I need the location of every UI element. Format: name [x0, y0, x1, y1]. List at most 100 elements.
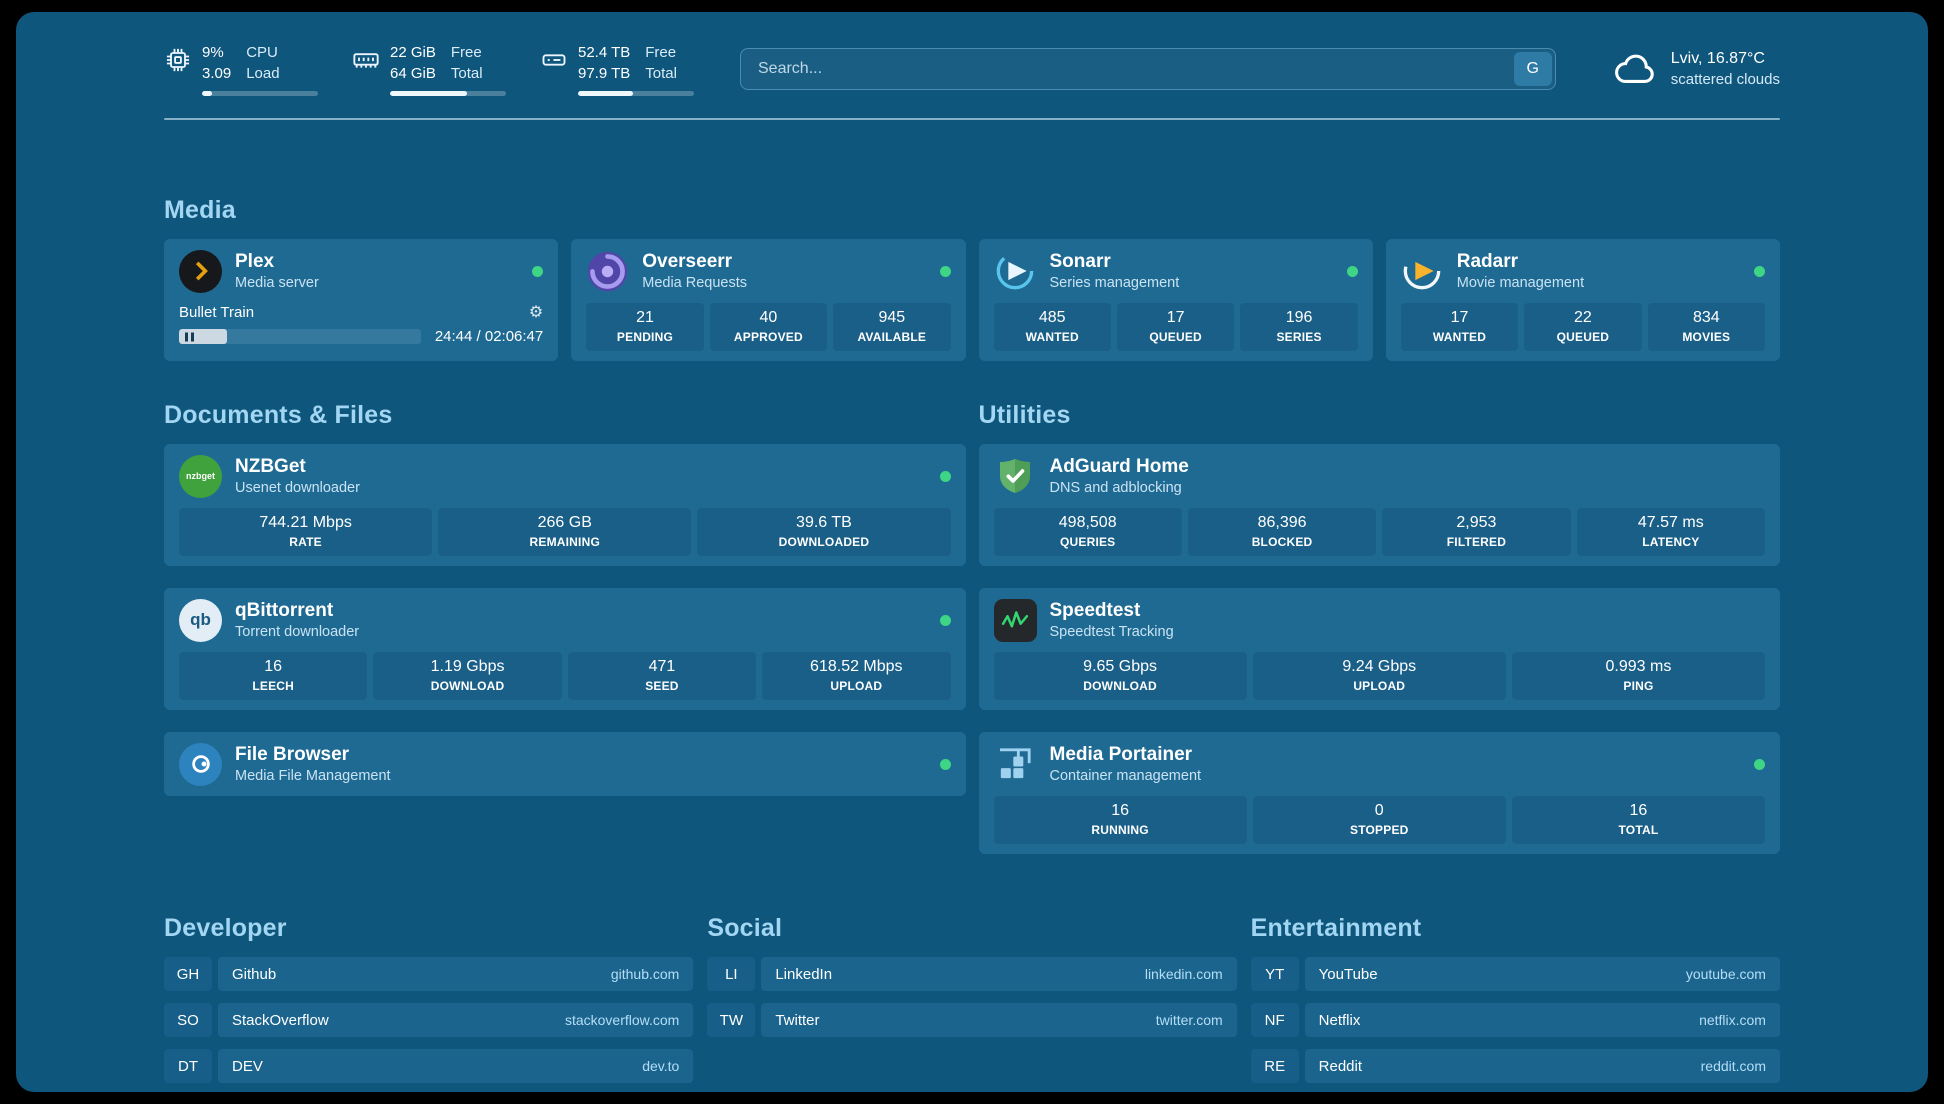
app-card-qbittorrent[interactable]: qb qBittorrent Torrent downloader 16: [164, 588, 966, 710]
stat-tile: 471 SEED: [567, 652, 757, 700]
memory-free: 22 GiB: [390, 44, 436, 61]
section-title-developer: Developer: [164, 914, 287, 942]
dashboard: 9% 3.09 CPU Load: [16, 12, 1928, 1092]
section-documents: Documents & Files nzbget NZBGet Usenet d…: [164, 401, 966, 796]
adguard-titles: AdGuard Home DNS and adblocking: [1050, 456, 1189, 497]
app-name: Sonarr: [1049, 250, 1111, 272]
bookmark-name: Netflix: [1318, 1011, 1361, 1029]
now-playing-row: Bullet Train ⚙: [179, 304, 543, 321]
app-subtitle: Movie management: [1456, 275, 1585, 292]
bookmark-github[interactable]: GH Github github.com: [164, 957, 694, 991]
app-card-radarr[interactable]: Radarr Movie management 17 WANTED 22 QUE…: [1385, 239, 1780, 361]
status-dot: [1754, 758, 1765, 770]
gear-icon[interactable]: ⚙: [528, 303, 544, 321]
status-dot: [939, 470, 951, 482]
sonarr-titles: Sonarr Series management: [1050, 251, 1180, 292]
bookmark-name: LinkedIn: [775, 965, 833, 983]
bookmark-abbr: YT: [1250, 957, 1299, 991]
app-card-speedtest[interactable]: Speedtest Speedtest Tracking 9.65 Gbps D…: [978, 588, 1780, 710]
qbittorrent-titles: qBittorrent Torrent downloader: [235, 600, 359, 641]
storage-icon: [542, 54, 566, 66]
bookmark-url: github.com: [610, 966, 680, 982]
stat-tile: 0.993 ms PING: [1511, 652, 1766, 700]
memory-progress-bar: [390, 91, 506, 96]
app-card-plex[interactable]: Plex Media server Bullet Train ⚙: [164, 239, 559, 361]
bookmark-linkedin[interactable]: LI LinkedIn linkedin.com: [707, 957, 1237, 991]
app-subtitle: Series management: [1049, 275, 1180, 292]
bookmark-abbr: NF: [1250, 1003, 1299, 1037]
stat-tile: 16 TOTAL: [1511, 796, 1766, 844]
app-card-nzbget[interactable]: nzbget NZBGet Usenet downloader 744.21 M…: [164, 444, 966, 566]
search-provider-button[interactable]: G: [1513, 52, 1552, 86]
bookmark-twitter[interactable]: TW Twitter twitter.com: [707, 1003, 1237, 1037]
section-media: Media Plex Media server: [164, 196, 1780, 361]
bookmark-name: Reddit: [1318, 1057, 1363, 1075]
storage-metric: 52.4 TB 97.9 TB Free Total: [540, 42, 694, 96]
app-card-portainer[interactable]: Media Portainer Container management 16 …: [978, 732, 1780, 854]
storage-free: 52.4 TB: [578, 44, 631, 61]
bookmark-url: twitter.com: [1155, 1012, 1223, 1028]
memory-metric: 22 GiB 64 GiB Free Total: [352, 42, 506, 96]
weather-condition: scattered clouds: [1670, 71, 1780, 88]
status-dot: [1754, 265, 1765, 277]
qbittorrent-icon: qb: [179, 598, 222, 642]
playback-progress-track[interactable]: [179, 329, 421, 344]
cpu-metric: 9% 3.09 CPU Load: [164, 42, 318, 96]
stat-tile: 834 MOVIES: [1647, 303, 1766, 351]
bookmark-netflix[interactable]: NF Netflix netflix.com: [1250, 1003, 1780, 1037]
bookmark-dev[interactable]: DT DEV dev.to: [164, 1049, 694, 1083]
filebrowser-titles: File Browser Media File Management: [235, 744, 391, 785]
memory-total: 64 GiB: [390, 65, 436, 82]
storage-total: 97.9 TB: [578, 65, 631, 82]
radarr-icon: [1401, 250, 1444, 293]
app-card-overseerr[interactable]: Overseerr Media Requests 21 PENDING 40 A…: [571, 239, 966, 361]
app-name: Media Portainer: [1049, 743, 1193, 765]
bookmark-stackoverflow[interactable]: SO StackOverflow stackoverflow.com: [164, 1003, 694, 1037]
section-title-entertainment: Entertainment: [1250, 914, 1422, 942]
bookmark-name: DEV: [232, 1057, 263, 1075]
app-name: AdGuard Home: [1049, 455, 1189, 477]
bookmark-url: youtube.com: [1685, 966, 1766, 982]
app-subtitle: Media File Management: [235, 768, 391, 785]
app-subtitle: Usenet downloader: [235, 480, 360, 497]
app-subtitle: Container management: [1049, 768, 1202, 785]
bookmark-reddit[interactable]: RE Reddit reddit.com: [1250, 1049, 1780, 1083]
memory-values: 22 GiB 64 GiB: [390, 42, 436, 84]
speedtest-titles: Speedtest Speedtest Tracking: [1050, 600, 1174, 641]
section-title-documents: Documents & Files: [164, 401, 393, 429]
portainer-titles: Media Portainer Container management: [1050, 744, 1202, 785]
weather-widget: Lviv, 16.87°C scattered clouds: [1612, 46, 1780, 92]
app-name: Plex: [235, 250, 275, 272]
stat-tile: 47.57 ms LATENCY: [1576, 508, 1765, 556]
section-title-media: Media: [164, 196, 236, 224]
cpu-icon: [166, 48, 190, 72]
bookmark-youtube[interactable]: YT YouTube youtube.com: [1250, 957, 1780, 991]
cpu-load: 3.09: [202, 65, 232, 82]
stat-tile: 498,508 QUERIES: [993, 508, 1182, 556]
pause-button[interactable]: [185, 332, 194, 341]
speedtest-icon: [993, 598, 1037, 642]
storage-progress-fill: [578, 91, 633, 96]
app-card-sonarr[interactable]: Sonarr Series management 485 WANTED 17 Q…: [978, 239, 1373, 361]
stat-tile: 618.52 Mbps UPLOAD: [762, 652, 951, 700]
status-dot: [1346, 265, 1358, 277]
bookmark-abbr: LI: [707, 957, 756, 991]
bookmark-group-developer: Developer GH Github github.com SO StackO…: [164, 914, 694, 1083]
bookmark-url: stackoverflow.com: [564, 1012, 680, 1028]
bookmark-abbr: GH: [164, 957, 212, 991]
stat-tile: 21 PENDING: [586, 303, 704, 351]
search-input[interactable]: [744, 52, 1514, 86]
nzbget-icon: nzbget: [179, 454, 222, 498]
stat-tile: 16 LEECH: [179, 652, 368, 700]
app-card-adguard[interactable]: AdGuard Home DNS and adblocking 498,508 …: [978, 444, 1780, 566]
topbar: 9% 3.09 CPU Load: [164, 12, 1780, 96]
bookmark-abbr: RE: [1250, 1049, 1299, 1083]
app-card-filebrowser[interactable]: File Browser Media File Management: [164, 732, 966, 796]
bookmark-abbr: SO: [164, 1003, 212, 1037]
app-subtitle: DNS and adblocking: [1049, 480, 1182, 497]
cpu-labels: CPU Load: [246, 44, 280, 82]
section-title-social: Social: [707, 914, 783, 942]
stat-tile: 9.24 Gbps UPLOAD: [1252, 652, 1506, 700]
playback-progress-row: 24:44 / 02:06:47: [179, 328, 543, 345]
cpu-values: 9% 3.09: [202, 42, 231, 84]
